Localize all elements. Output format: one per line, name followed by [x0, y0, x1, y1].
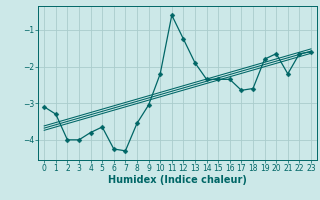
X-axis label: Humidex (Indice chaleur): Humidex (Indice chaleur) [108, 175, 247, 185]
